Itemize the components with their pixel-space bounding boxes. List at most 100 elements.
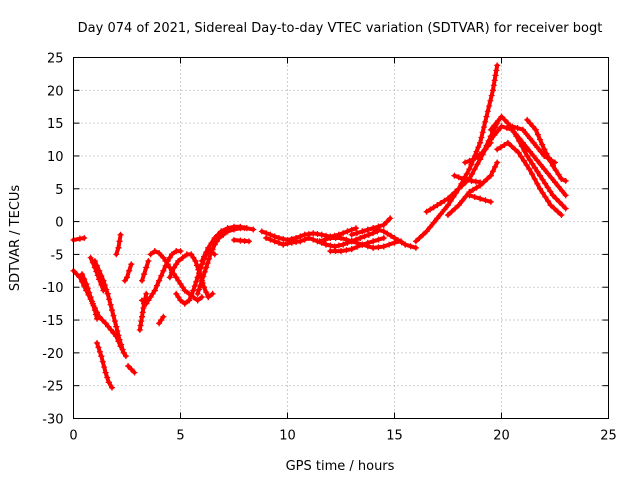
y-axis-label: SDTVAR / TECUs [8,185,23,292]
data-point [205,244,212,251]
data-point [477,179,484,186]
data-point [558,175,565,182]
data-point [492,72,499,79]
data-point [201,284,208,291]
data-point [128,261,135,268]
data-point [359,228,366,235]
data-point [271,238,278,245]
data-point [445,212,451,219]
data-point [477,139,484,146]
y-tick-label: -20 [42,347,63,362]
data-point [524,116,531,123]
data-point [332,235,339,241]
data-point [487,172,494,179]
data-point [501,142,508,149]
y-tick-label: 5 [55,183,63,198]
data-point [203,264,210,271]
data-point [354,243,361,250]
data-point [126,267,133,274]
data-point [352,225,359,232]
data-point [348,246,355,253]
data-point [482,118,489,125]
data-point [492,163,499,170]
data-point [141,271,148,278]
data-point [156,320,163,327]
data-point [523,131,530,138]
x-tick-label: 20 [493,429,510,444]
x-tick-label: 10 [279,429,296,444]
data-point [128,366,135,373]
data-point [482,146,489,153]
data-point [387,232,394,239]
data-point [534,180,541,187]
data-point [83,280,90,287]
data-point [528,171,535,178]
data-point [484,175,491,182]
data-point [250,226,257,233]
data-point [494,62,501,69]
data-point [437,210,444,217]
data-point [267,236,274,243]
y-tick-label: -5 [51,248,64,263]
data-point [491,122,498,129]
data-point [470,156,477,163]
data-point [483,113,490,120]
data-point [469,171,476,178]
data-point [493,67,500,74]
data-point [357,235,364,241]
data-point [118,341,125,348]
data-point [207,251,214,258]
data-point [544,170,551,177]
data-point [471,193,478,200]
data-point [562,192,569,199]
data-point [122,353,129,360]
data-point [487,136,494,143]
data-point [119,346,126,353]
data-point [370,244,377,251]
data-point [327,235,334,241]
data-point [464,176,471,183]
data-point [448,192,455,199]
data-point [430,219,437,226]
data-point [508,143,515,150]
data-point [166,274,173,281]
data-point [364,226,371,233]
data-point [73,271,80,278]
data-point [484,108,491,115]
data-point [168,251,175,258]
data-point [143,264,150,271]
data-point [116,238,123,245]
data-point [91,307,98,314]
data-point [214,231,221,238]
data-point [539,176,546,183]
data-point [177,280,184,287]
data-point [530,139,537,146]
data-point [209,246,216,253]
data-point [305,235,312,241]
data-point [102,369,109,376]
data-point [310,230,317,237]
data-point [527,135,534,142]
data-point [87,294,94,301]
data-point [537,136,544,143]
data-point [168,269,175,276]
data-point [102,320,109,327]
data-point [480,124,487,131]
data-point [343,236,350,243]
data-point [556,198,563,205]
data-point [402,241,409,248]
data-point [527,120,534,127]
data-point [191,283,198,290]
data-point [455,174,462,181]
data-point [284,240,291,247]
y-tick-label: -15 [42,314,63,329]
data-point [111,318,118,325]
data-point [138,313,145,320]
data-point [156,277,163,284]
data-point [200,273,207,280]
data-point [156,250,163,257]
data-point [473,148,480,155]
x-tick-label: 5 [176,429,184,444]
data-point [434,202,441,209]
data-point [204,260,211,267]
